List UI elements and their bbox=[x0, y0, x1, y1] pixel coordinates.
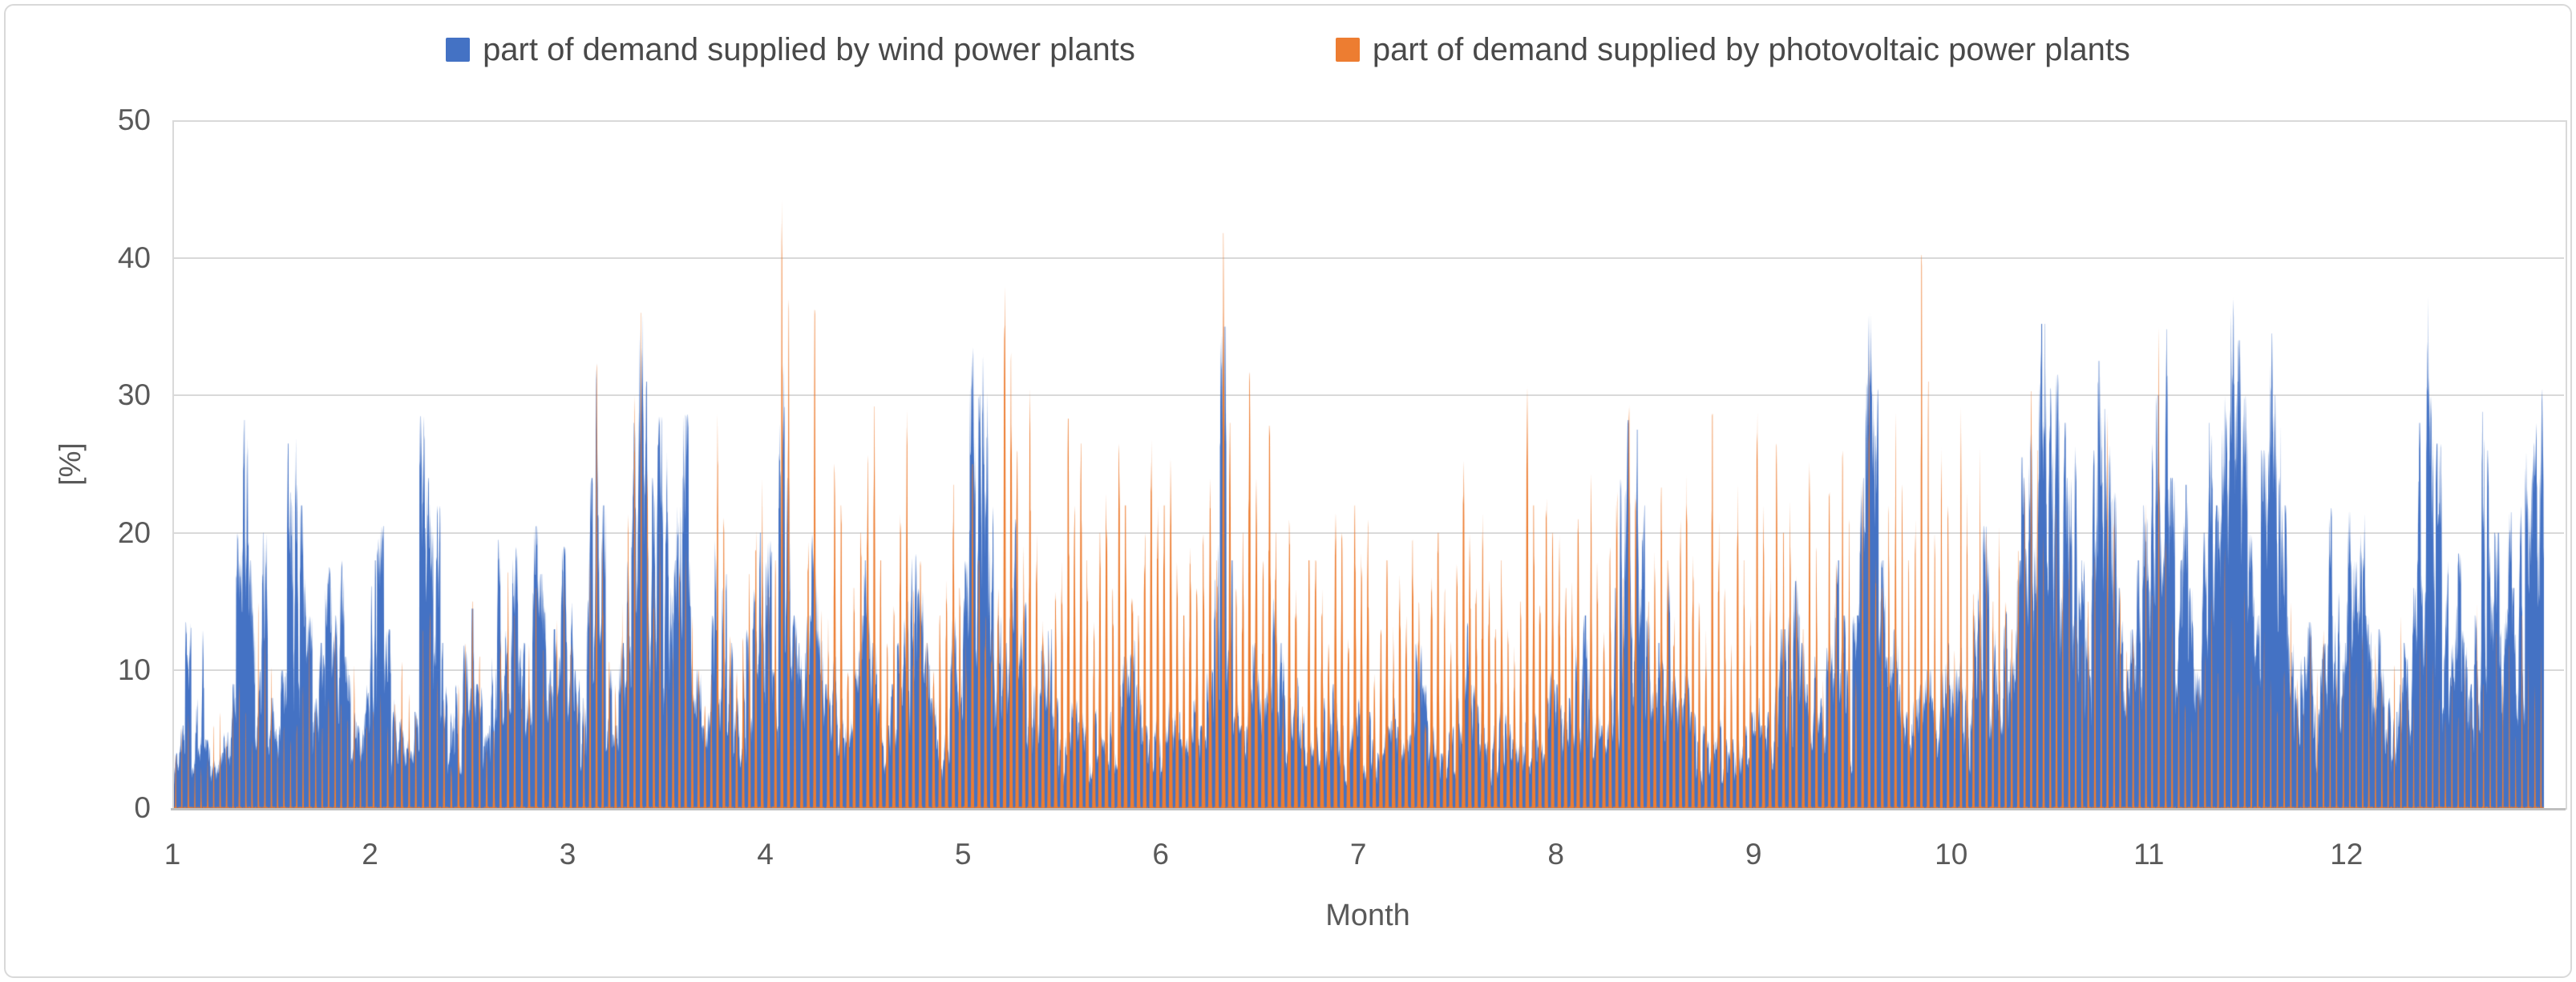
chart-legend: part of demand supplied by wind power pl… bbox=[0, 30, 2576, 69]
x-axis-tick-label: 7 bbox=[1349, 838, 1367, 871]
x-axis-tick-label: 2 bbox=[362, 838, 378, 871]
y-axis-tick-label: 0 bbox=[134, 791, 151, 824]
y-axis-tick-label: 50 bbox=[117, 103, 151, 136]
y-axis-tick-label: 40 bbox=[117, 240, 151, 274]
x-axis-tick-label: 1 bbox=[164, 838, 181, 871]
y-axis-tick-label: 20 bbox=[117, 515, 151, 549]
x-axis-tick-label: 8 bbox=[1547, 838, 1564, 871]
x-axis-tick-label: 4 bbox=[757, 838, 774, 871]
legend-entry-wind[interactable]: part of demand supplied by wind power pl… bbox=[446, 30, 1135, 69]
y-axis-tick-label: 10 bbox=[117, 653, 151, 687]
x-axis-title: Month bbox=[1325, 899, 1410, 932]
legend-label-pv: part of demand supplied by photovoltaic … bbox=[1372, 32, 2130, 67]
x-axis-tick-label: 3 bbox=[559, 838, 576, 871]
x-axis-tick-label: 12 bbox=[2330, 838, 2364, 871]
x-axis-tick-label: 9 bbox=[1745, 838, 1762, 871]
pv-series-swatch-icon bbox=[1335, 38, 1360, 62]
y-axis-title: [%] bbox=[54, 443, 87, 486]
y-axis-tick-label: 30 bbox=[117, 378, 151, 412]
legend-label-wind: part of demand supplied by wind power pl… bbox=[483, 32, 1135, 67]
plot-area-border bbox=[172, 120, 2567, 810]
legend-entry-pv[interactable]: part of demand supplied by photovoltaic … bbox=[1335, 30, 2130, 69]
x-axis-tick-label: 5 bbox=[954, 838, 972, 871]
wind-series-swatch-icon bbox=[446, 38, 471, 62]
x-axis-line bbox=[171, 808, 2566, 810]
x-axis-tick-label: 10 bbox=[1935, 838, 1968, 871]
x-axis-tick-label: 6 bbox=[1152, 838, 1169, 871]
plot-area-canvas bbox=[172, 120, 2564, 808]
x-axis-tick-label: 11 bbox=[2133, 838, 2165, 871]
